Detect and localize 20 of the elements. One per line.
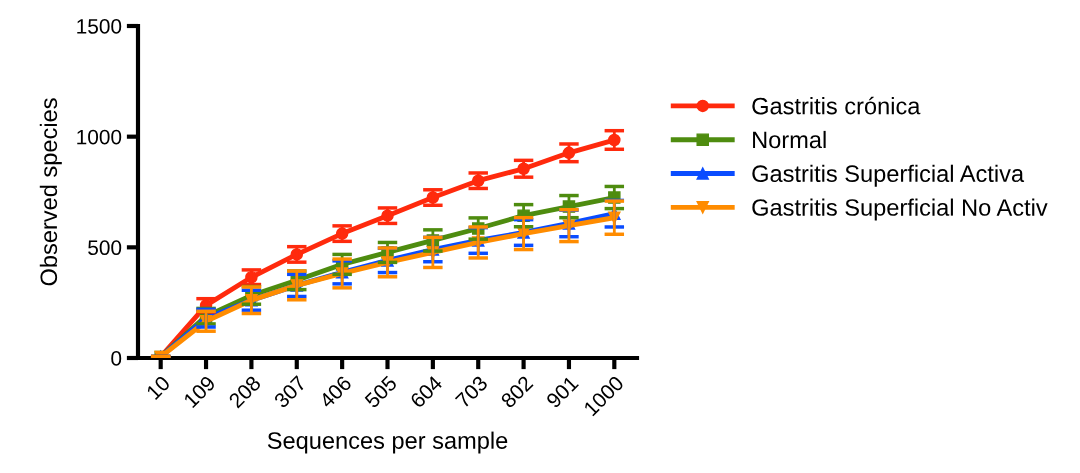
- y-axis-title: Observed species: [39, 98, 62, 286]
- y-tick-label: 0: [111, 351, 122, 366]
- x-tick-label: 703: [454, 375, 489, 409]
- x-tick-label: 505: [363, 374, 398, 409]
- y-tick-label: 1500: [77, 19, 122, 34]
- x-tick-label: 109: [182, 375, 217, 409]
- x-tick-label: 10: [145, 374, 171, 401]
- y-tick-label: 500: [88, 240, 122, 256]
- x-tick-label: 604: [409, 374, 444, 409]
- y-tick-label: 1000: [77, 129, 122, 145]
- x-axis-title: Sequences per sample: [267, 431, 508, 454]
- legend-label: Gastritis crónica: [752, 96, 921, 115]
- legend-label: Normal: [753, 130, 826, 149]
- x-tick-label: 406: [318, 375, 353, 410]
- x-tick-label: 208: [227, 375, 262, 409]
- legend-label: Gastritis Superficial No Activ: [752, 198, 1048, 221]
- x-tick-label: 307: [273, 375, 307, 409]
- legend-label: Gastritis Superficial Activa: [752, 164, 1025, 187]
- x-tick-label: 901: [545, 375, 580, 409]
- x-tick-label: 802: [500, 375, 534, 409]
